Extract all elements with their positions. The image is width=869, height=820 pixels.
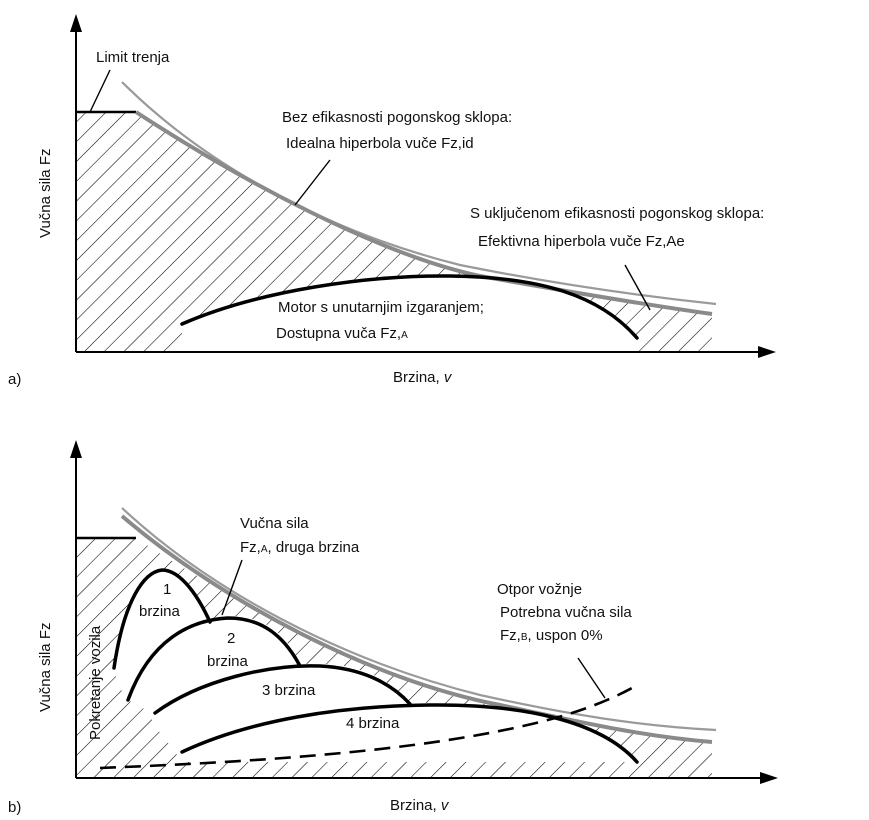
- panel-a-ideal-line1: Bez efikasnosti pogonskog sklopa:: [282, 109, 512, 126]
- panel-b-x-axis-label: Brzina, v: [390, 797, 450, 814]
- panel-b-resistance-pre: Fz,: [500, 627, 521, 644]
- panel-b-gear4-curve: [180, 703, 639, 764]
- panel-b-second-gear-line1: Vučna sila: [240, 515, 309, 532]
- panel-b-second-gear-leader: [221, 559, 243, 616]
- panel-b-second-gear-pre: Fz,: [240, 539, 261, 556]
- panel-b-y-axis-label: Vučna sila Fz: [37, 623, 54, 712]
- panel-b-x-arrow: [760, 772, 778, 784]
- panel-b-effective-hyperbola: [120, 514, 713, 744]
- panel-b-gear3-label: 3 brzina: [262, 682, 316, 699]
- panel-a-engine-curve: [180, 274, 639, 340]
- panel-a-engine-line1: Motor s unutarnjim izgaranjem;: [278, 299, 484, 316]
- panel-a-effective-line1: S uključenom efikasnosti pogonskog sklop…: [470, 205, 764, 222]
- panel-a-ideal-line2: Idealna hiperbola vuče Fz,id: [286, 135, 474, 152]
- panel-b-resistance-line2: Potrebna vučna sila: [500, 604, 632, 621]
- panel-b: 1 brzina 2 brzina 3 brzina 4 brzina Vučn…: [8, 440, 778, 816]
- panel-a-x-axis-label: Brzina, v: [393, 369, 453, 386]
- panel-a-engine-line2: Dostupna vuča Fz,A: [276, 325, 408, 342]
- panel-b-resistance-sub: B: [521, 632, 528, 643]
- panel-a-label: a): [8, 371, 21, 388]
- panel-b-gear1-curve: [112, 568, 212, 670]
- panel-b-gear2-number: 2: [227, 630, 235, 647]
- panel-b-resistance-curve: [99, 686, 633, 770]
- panel-a-effective-line2: Efektivna hiperbola vuče Fz,Ae: [478, 233, 685, 250]
- panel-b-gear1-number: 1: [163, 581, 171, 598]
- panel-b-second-gear-sub: A: [261, 544, 268, 555]
- panel-b-ideal-hyperbola: [121, 507, 717, 732]
- panel-a-x-axis-symbol: v: [444, 369, 453, 386]
- panel-a-y-axis-label: Vučna sila Fz: [37, 149, 54, 238]
- panel-b-second-gear-line2: Fz,A, druga brzina: [240, 539, 360, 556]
- panel-b-gear1-word: brzina: [139, 603, 181, 620]
- panel-a-limit-leader: [89, 69, 111, 113]
- panel-a: Limit trenja Bez efikasnosti pogonskog s…: [8, 14, 776, 388]
- panel-a-engine-line2-main: Dostupna vuča Fz,: [276, 325, 401, 342]
- panel-b-x-axis-text: Brzina,: [390, 797, 441, 814]
- panel-a-y-arrow: [70, 14, 82, 32]
- panel-a-effective-leader: [624, 264, 651, 311]
- panel-a-x-arrow: [758, 346, 776, 358]
- panel-b-resistance-post: , uspon 0%: [528, 627, 603, 644]
- panel-a-x-axis-text: Brzina,: [393, 369, 444, 386]
- panel-b-gear2-word: brzina: [207, 653, 249, 670]
- panel-a-engine-unhatched: [182, 275, 637, 352]
- panel-a-effective-hyperbola: [134, 110, 713, 316]
- panel-b-resistance-leader: [577, 657, 606, 699]
- panel-b-second-gear-post: , druga brzina: [268, 539, 360, 556]
- panel-a-ideal-hyperbola: [121, 81, 717, 306]
- panel-b-gear4-label: 4 brzina: [346, 715, 400, 732]
- panel-b-label: b): [8, 799, 21, 816]
- panel-a-limit-label: Limit trenja: [96, 49, 170, 66]
- panel-a-ideal-leader: [294, 159, 331, 206]
- panel-b-start-label: Pokretanje vozila: [87, 625, 104, 740]
- panel-b-y-arrow: [70, 440, 82, 458]
- panel-b-gear3-curve: [153, 664, 412, 715]
- panel-a-engine-line2-sub: A: [401, 330, 408, 341]
- panel-b-gear2-curve: [126, 616, 302, 702]
- panel-b-resistance-line1: Otpor vožnje: [497, 581, 582, 598]
- panel-b-resistance-line3: Fz,B, uspon 0%: [500, 627, 603, 644]
- panel-b-x-axis-symbol: v: [441, 797, 450, 814]
